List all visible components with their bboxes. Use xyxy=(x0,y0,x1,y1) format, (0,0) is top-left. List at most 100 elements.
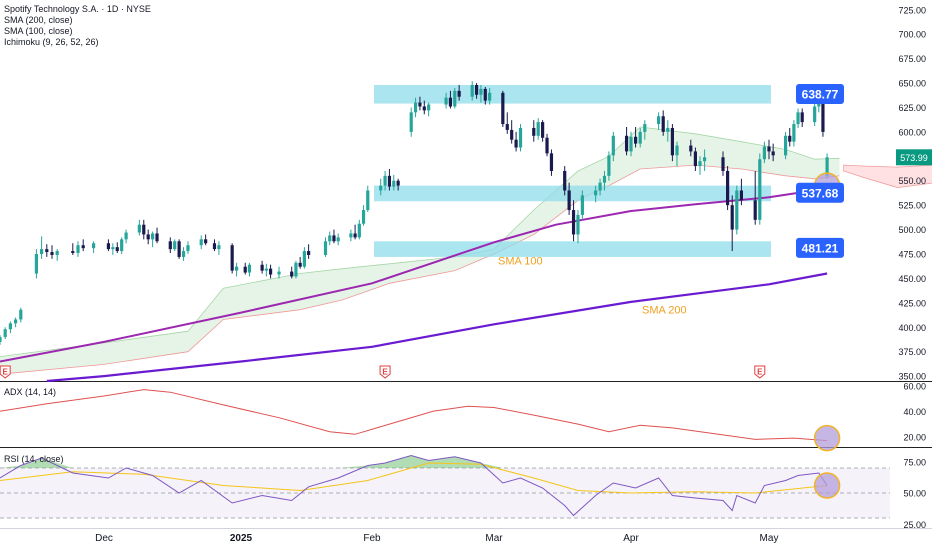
candle xyxy=(307,244,311,259)
candle xyxy=(666,120,670,142)
candle-body xyxy=(142,224,146,235)
candle-body xyxy=(726,170,730,206)
candle xyxy=(409,107,413,137)
candle-body xyxy=(14,319,18,324)
candle-body xyxy=(796,112,800,125)
level-price-badge xyxy=(796,84,844,105)
candle-body xyxy=(675,145,679,156)
candle xyxy=(730,195,734,252)
rsi-overbought-fill xyxy=(454,456,481,468)
candle xyxy=(111,243,115,255)
candle xyxy=(234,262,239,277)
candle xyxy=(427,102,431,117)
candle-body xyxy=(260,264,264,271)
candle xyxy=(479,84,483,103)
candle xyxy=(173,239,177,252)
earnings-marker[interactable]: E xyxy=(754,365,766,379)
candle-body xyxy=(71,251,75,254)
candle xyxy=(204,234,208,246)
candle xyxy=(422,100,426,115)
candle xyxy=(598,178,602,196)
candle xyxy=(767,139,771,160)
candle xyxy=(34,249,38,279)
candle xyxy=(155,227,159,244)
candle-body xyxy=(336,237,340,242)
adx-axis-tick: 60.00 xyxy=(903,381,926,391)
earnings-marker-label: E xyxy=(757,368,763,377)
candle-body xyxy=(762,146,766,160)
candle xyxy=(268,264,273,279)
candle-body xyxy=(302,251,306,267)
ichimoku-cloud-bearish xyxy=(843,164,932,189)
candle xyxy=(366,185,370,212)
candle xyxy=(576,210,580,244)
adx-title: ADX (14, 14) xyxy=(4,387,57,397)
level-price-label: 481.21 xyxy=(802,241,839,255)
candle-body xyxy=(817,102,821,107)
candle xyxy=(230,243,234,274)
candle xyxy=(0,335,2,345)
candle xyxy=(536,118,540,140)
candle xyxy=(217,241,221,255)
candle xyxy=(821,98,825,137)
candle-body xyxy=(92,243,96,249)
ichimoku-cloud-bullish xyxy=(0,127,840,375)
candle-body xyxy=(448,97,453,107)
candle xyxy=(735,185,739,235)
time-axis-tick: Feb xyxy=(363,533,381,544)
candle-body xyxy=(3,329,7,338)
candle xyxy=(580,190,584,220)
earnings-marker-badge xyxy=(754,365,766,379)
candle xyxy=(19,307,23,323)
candle xyxy=(3,327,7,339)
candle-body xyxy=(168,241,172,250)
candle xyxy=(643,120,647,140)
earnings-marker-badge xyxy=(0,365,11,379)
candle-body xyxy=(536,122,540,136)
candle-body xyxy=(563,170,567,191)
candle-body xyxy=(753,200,757,220)
candle-body xyxy=(510,129,514,140)
candle-body xyxy=(234,266,239,271)
earnings-marker[interactable]: E xyxy=(379,365,391,379)
candle-body xyxy=(379,185,383,191)
candle-body xyxy=(721,157,725,171)
candle xyxy=(199,235,203,250)
adx-axis-tick: 20.00 xyxy=(903,432,926,442)
last-price-label: 573.99 xyxy=(900,153,928,163)
candle-body xyxy=(571,210,576,235)
candle xyxy=(726,166,730,211)
rsi-line xyxy=(0,454,828,517)
candle-body xyxy=(298,262,302,267)
candle-body xyxy=(243,266,247,273)
candle xyxy=(657,112,661,130)
candle xyxy=(571,200,576,242)
candle xyxy=(784,131,788,160)
candle-body xyxy=(598,182,602,191)
candle-body xyxy=(76,245,80,254)
candle xyxy=(115,242,119,254)
candle-body xyxy=(111,247,115,250)
indicator-ichimoku-label: Ichimoku (9, 26, 52, 26) xyxy=(4,37,99,47)
candle-body xyxy=(264,268,268,271)
candle xyxy=(488,87,492,105)
candle-body xyxy=(657,116,661,125)
candle-body xyxy=(396,180,400,186)
candle-body xyxy=(40,249,44,254)
candle xyxy=(298,256,302,269)
candle xyxy=(638,127,642,148)
candle-body xyxy=(800,112,804,123)
candle-body xyxy=(247,264,252,273)
candle xyxy=(379,178,383,196)
rsi-overbought-fill xyxy=(367,463,386,468)
candle-body xyxy=(290,271,294,277)
earnings-marker[interactable]: E xyxy=(0,365,11,379)
candle xyxy=(788,127,792,147)
candle xyxy=(264,263,268,277)
candle-body xyxy=(155,233,159,242)
candle-body xyxy=(418,102,422,107)
candle-body xyxy=(698,161,702,167)
candle xyxy=(247,262,252,277)
candle xyxy=(457,84,461,101)
